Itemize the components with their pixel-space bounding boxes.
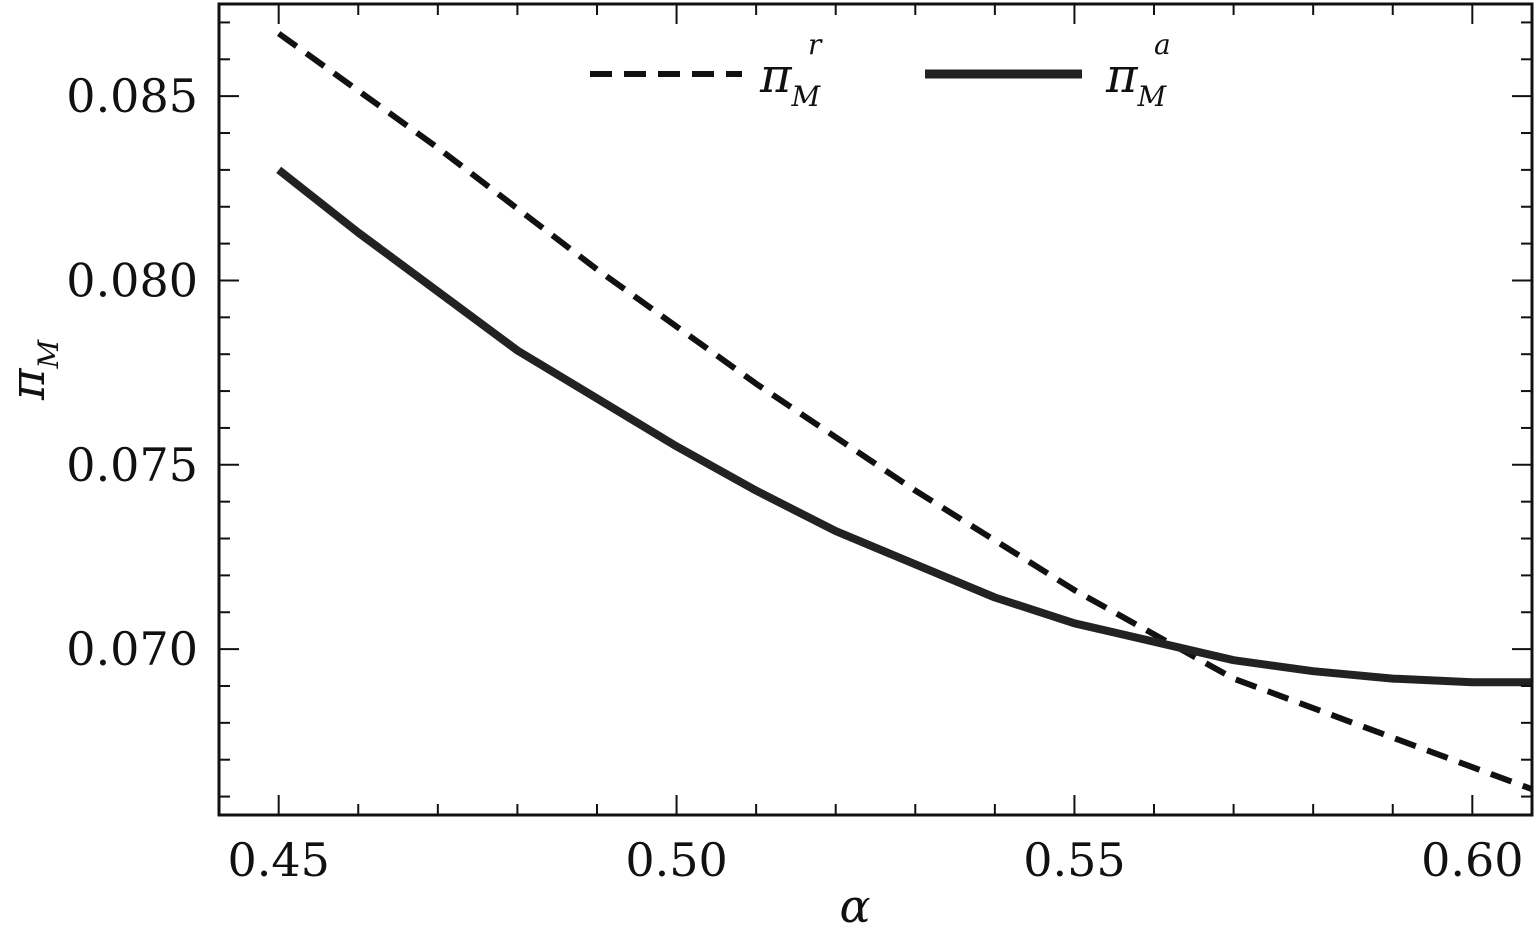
y-tick-label: 0.075 [66,438,198,492]
legend-label-sup: a [1154,28,1171,61]
plot-frame [217,2,1534,817]
y-tick-label: 0.085 [66,69,198,123]
legend-label-base: π [1105,48,1139,104]
plot-border [217,2,1534,817]
legend-label-sub: M [791,80,822,113]
x-tick-label: 0.55 [1023,833,1125,887]
legend-label: πMa [1105,28,1171,113]
legend-label: πMr [759,28,823,113]
y-tick-label: 0.080 [66,253,198,307]
y-tick-label: 0.070 [66,622,198,676]
y-axis-title-base: π [0,367,56,401]
legend-label-base: π [759,48,793,104]
x-tick-label: 0.50 [625,833,727,887]
y-axis-title-sub: M [32,338,65,369]
series-line-agency [276,166,1532,687]
x-axis-title: α [839,879,870,927]
y-axis-title: πM [0,338,65,401]
x-tick-label: 0.45 [227,833,329,887]
legend-label-sub: M [1137,80,1168,113]
series-layer [276,31,1534,793]
legend-label-sup: r [808,28,823,61]
x-tick-label: 0.60 [1421,833,1523,887]
series-line-retail [276,31,1534,793]
axis-ticks [219,4,1532,815]
